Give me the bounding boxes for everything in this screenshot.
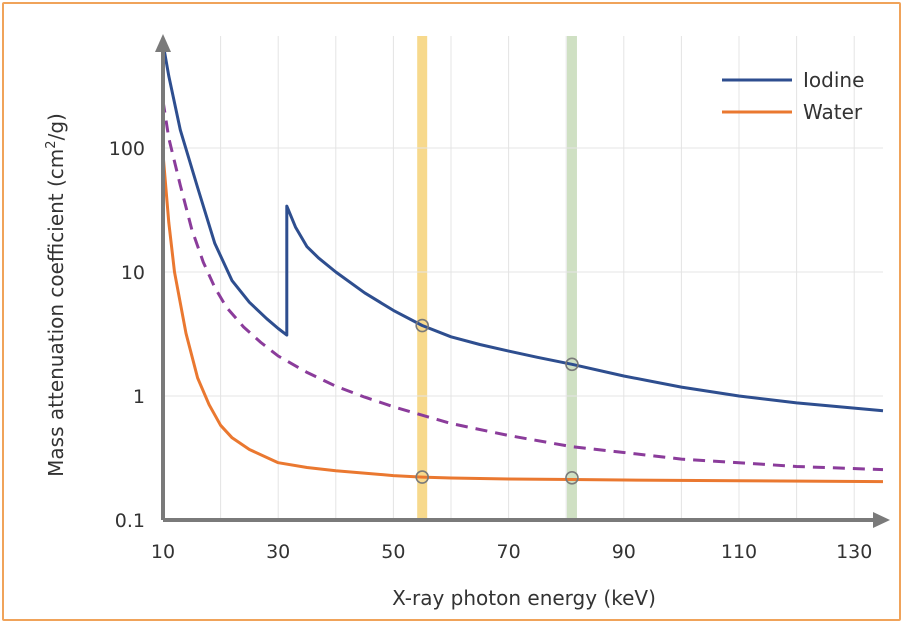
y-axis-arrow: [155, 34, 171, 52]
y-axis-label: Mass attenuation coefficient (cm2/g): [44, 113, 68, 477]
legend-label-iodine: Iodine: [803, 68, 864, 92]
x-tick-label: 110: [721, 541, 757, 563]
y-tick-label: 0.1: [115, 510, 145, 532]
data-marker-3: [565, 470, 579, 485]
x-tick-label: 130: [836, 541, 872, 563]
x-tick-label: 70: [497, 541, 521, 563]
x-axis-label: X-ray photon energy (keV): [392, 586, 656, 610]
x-tick-label: 90: [612, 541, 636, 563]
data-marker-0: [415, 318, 430, 333]
highlight-band-0: [417, 36, 428, 520]
data-series: [161, 42, 884, 484]
series-line-water: [161, 153, 884, 484]
x-tick-label: 10: [151, 541, 175, 563]
data-markers: [415, 318, 579, 485]
y-axis-label-superscript: 2: [44, 140, 59, 148]
y-tick-labels: 0.1 1 10 100: [109, 138, 145, 532]
y-tick-label: 1: [133, 386, 145, 408]
legend: Iodine Water: [722, 68, 864, 124]
series-line-iodine: [161, 42, 884, 413]
data-marker-2: [415, 470, 430, 484]
highlight-band-1: [566, 36, 577, 520]
y-axis-label-tail: /g): [44, 113, 68, 140]
y-axis-label-main: Mass attenuation coefficient (cm: [44, 149, 68, 477]
highlight-bands: [417, 36, 577, 520]
axes: [155, 34, 890, 528]
x-tick-labels: 10 30 50 70 90 110 130: [151, 541, 872, 563]
grid-lines: [163, 36, 883, 520]
y-tick-label: 10: [121, 262, 145, 284]
x-axis-arrow: [873, 512, 890, 528]
y-tick-label: 100: [109, 138, 145, 160]
x-tick-label: 30: [266, 541, 290, 563]
series-line-dashed: [161, 100, 884, 472]
x-tick-label: 50: [381, 541, 405, 563]
legend-label-water: Water: [803, 100, 863, 124]
data-marker-1: [565, 357, 579, 372]
